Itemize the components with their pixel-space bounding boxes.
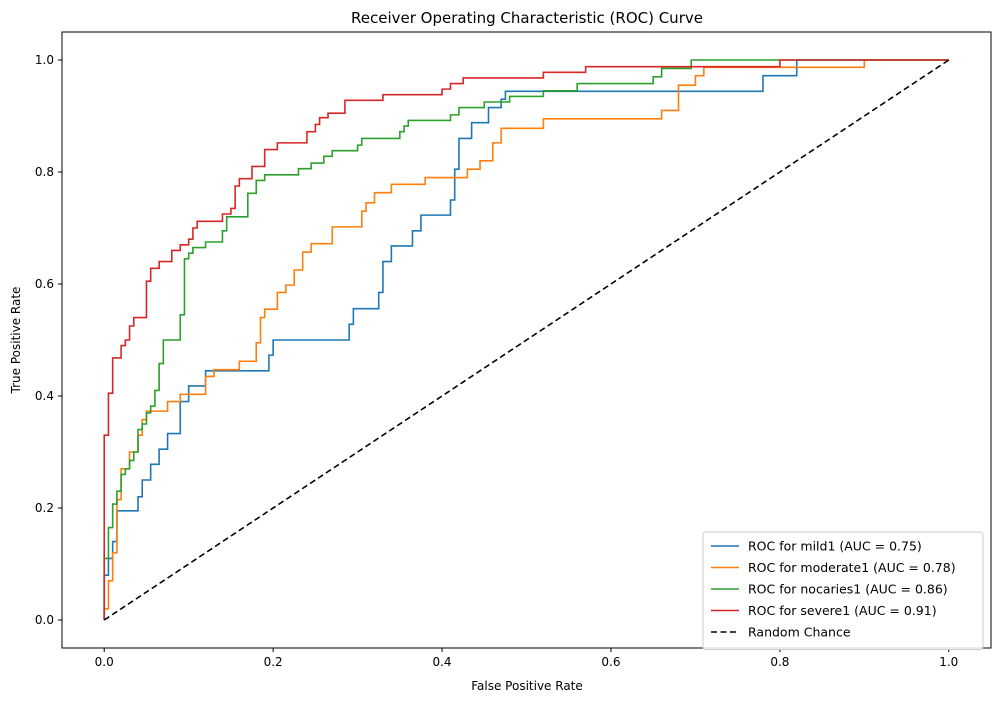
series-layer [103, 59, 950, 621]
series-line-2 [103, 59, 949, 620]
y-tick-label: 0.2 [35, 501, 54, 515]
y-axis: 0.0 0.2 0.4 0.6 0.8 1.0 [35, 53, 62, 627]
legend-label: ROC for severe1 (AUC = 0.91) [748, 603, 937, 618]
x-tick-label: 1.0 [939, 655, 958, 669]
plot-frame [61, 31, 992, 649]
chart-title: Receiver Operating Characteristic (ROC) … [351, 9, 703, 27]
y-tick-label: 1.0 [35, 53, 54, 67]
x-axis: 0.0 0.2 0.4 0.6 0.8 1.0 [95, 648, 958, 669]
y-axis-label: True Positive Rate [9, 287, 23, 395]
x-tick-label: 0.8 [770, 655, 789, 669]
x-tick-label: 0.0 [95, 655, 114, 669]
legend-label: ROC for nocaries1 (AUC = 0.86) [748, 582, 948, 597]
series-line-3 [103, 59, 949, 620]
legend-label: ROC for moderate1 (AUC = 0.78) [748, 560, 956, 575]
x-tick-label: 0.4 [432, 655, 451, 669]
y-tick-label: 0.6 [35, 277, 54, 291]
legend-box [702, 531, 984, 650]
legend: ROC for mild1 (AUC = 0.75) ROC for modera… [702, 531, 984, 650]
y-tick-label: 0.0 [35, 613, 54, 627]
y-tick-label: 0.8 [35, 165, 54, 179]
legend-label: ROC for mild1 (AUC = 0.75) [748, 539, 922, 554]
x-tick-label: 0.6 [601, 655, 620, 669]
legend-label: Random Chance [748, 625, 851, 640]
series-line-0 [103, 59, 949, 620]
series-line-4 [103, 59, 950, 621]
x-tick-label: 0.2 [264, 655, 283, 669]
y-tick-label: 0.4 [35, 389, 54, 403]
x-axis-label: False Positive Rate [471, 679, 583, 693]
